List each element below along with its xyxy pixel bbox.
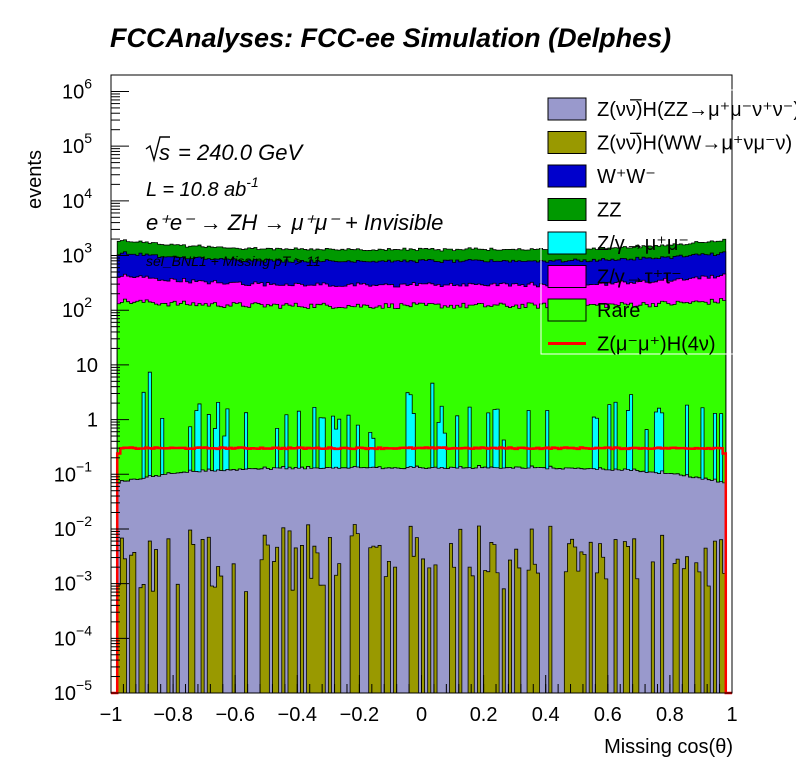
x-tick-label: −0.4 [278,704,317,726]
legend-swatch [547,131,587,154]
legend-label: Z(νν̅)H(ZZ→μ⁺μ⁻ν⁺ν⁻) [597,98,796,121]
legend-label: ZZ [597,200,621,222]
y-tick-label: 10−4 [54,622,92,650]
process-annotation: e⁺e⁻ → ZH → μ⁺μ⁻ + Invisible [146,210,443,235]
legend-label: Z/γ→μ⁺μ⁻ [597,233,689,255]
x-tick-label: −1 [100,704,123,726]
x-tick-label: 0.6 [594,704,622,726]
legend-label: Z(μ⁻μ⁺)H(4ν) [597,334,716,356]
legend-label: Z/γ→τ⁺τ⁻ [597,267,682,289]
legend-label: Rare [597,300,640,322]
y-tick-label: 103 [62,240,92,268]
x-tick-label: −0.8 [153,704,192,726]
y-tick-label: 102 [62,294,92,322]
legend-box [540,89,796,355]
legend-label: W⁺W⁻ [597,166,656,188]
x-tick-label: 0.4 [532,704,560,726]
sqrt-s-value: = 240.0 GeV [178,140,304,165]
legend-label: Z(νν̅)H(WW→μ⁺νμ⁻ν) [597,132,792,155]
stacked-histogram [111,238,732,694]
sqrt-s-letter: s [159,140,170,165]
signal-layer [111,446,732,695]
sqrt-s-annotation: s = 240.0 GeV [145,136,304,165]
legend-swatch [547,265,587,288]
legend: Z(νν̅)H(ZZ→μ⁺μ⁻ν⁺ν⁻) Z(νν̅)H(WW→μ⁺νμ⁻ν) W⁺… [540,89,796,356]
y-tick-label: 10−5 [54,677,92,705]
x-tick-label: 0 [416,704,427,726]
signal-line [111,446,732,695]
selection-annotation: sel_BNL1 + Missing pT > 11 [146,253,321,269]
y-tick-label: 1 [87,410,98,432]
y-tick-label: 106 [62,75,92,103]
y-tick-label: 10−3 [54,568,92,596]
legend-swatch [547,164,587,188]
y-axis-label: events [24,150,46,209]
lumi-annotation: L = 10.8 ab-1 [146,174,259,201]
y-tick-label: 10 [76,355,98,377]
x-tick-label: −0.2 [340,704,379,726]
x-tick-label: 0.8 [656,704,684,726]
y-axis: 10−5 10−4 10−3 10−2 10−1 1 10 102 103 104 105 106 [54,74,129,705]
series-z-h-ww--area [111,524,732,694]
legend-swatch [547,298,587,322]
x-axis: −1 −0.8 −0.6 −0.4 −0.2 0 0.2 0.4 0.6 0.8 1 [100,675,738,726]
chart-title: FCCAnalyses: FCC-ee Simulation (Delphes) [110,23,671,53]
x-tick-label: 0.2 [470,704,498,726]
legend-swatch [547,198,587,221]
x-axis-label: Missing cos(θ) [604,736,733,758]
legend-swatch [547,231,587,255]
y-tick-label: 10−1 [54,458,92,486]
y-tick-label: 10−2 [54,513,92,541]
x-tick-label: 1 [726,704,737,726]
y-tick-label: 104 [62,185,92,213]
y-tick-label: 105 [62,130,92,158]
x-tick-label: −0.6 [215,704,254,726]
sqrt-symbol [145,136,170,163]
legend-swatch [547,97,587,121]
